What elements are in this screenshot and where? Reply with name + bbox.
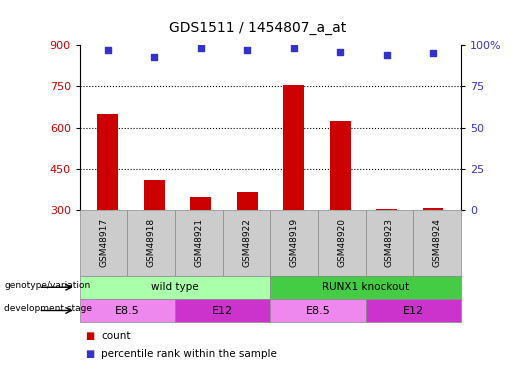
Text: RUNX1 knockout: RUNX1 knockout — [322, 282, 409, 292]
Text: E12: E12 — [403, 306, 424, 315]
Text: E8.5: E8.5 — [305, 306, 331, 315]
Text: E8.5: E8.5 — [115, 306, 140, 315]
Text: ■: ■ — [85, 350, 94, 359]
Text: GSM48924: GSM48924 — [433, 218, 441, 267]
Text: GSM48922: GSM48922 — [242, 218, 251, 267]
Text: E12: E12 — [212, 306, 233, 315]
Bar — [144, 180, 165, 292]
Point — [104, 47, 112, 53]
Bar — [190, 197, 211, 292]
Text: percentile rank within the sample: percentile rank within the sample — [101, 350, 278, 359]
Text: count: count — [101, 332, 131, 341]
Bar — [97, 114, 118, 292]
Text: GSM48919: GSM48919 — [290, 218, 299, 267]
Bar — [376, 209, 397, 292]
Bar — [330, 122, 351, 292]
Text: ■: ■ — [85, 332, 94, 341]
Text: GSM48917: GSM48917 — [99, 218, 108, 267]
Point — [243, 47, 251, 53]
Point — [383, 52, 391, 58]
Point — [336, 49, 344, 55]
Text: development stage: development stage — [4, 304, 92, 313]
Text: GSM48920: GSM48920 — [337, 218, 346, 267]
Text: wild type: wild type — [151, 282, 199, 292]
Text: GSM48923: GSM48923 — [385, 218, 394, 267]
Text: genotype/variation: genotype/variation — [4, 281, 90, 290]
Text: GDS1511 / 1454807_a_at: GDS1511 / 1454807_a_at — [169, 21, 346, 34]
Point — [429, 50, 437, 56]
Bar — [237, 192, 258, 292]
Text: GSM48921: GSM48921 — [195, 218, 203, 267]
Bar — [283, 85, 304, 292]
Point — [197, 45, 205, 51]
Point — [289, 45, 298, 51]
Text: GSM48918: GSM48918 — [147, 218, 156, 267]
Point — [150, 54, 158, 60]
Bar — [423, 208, 443, 292]
